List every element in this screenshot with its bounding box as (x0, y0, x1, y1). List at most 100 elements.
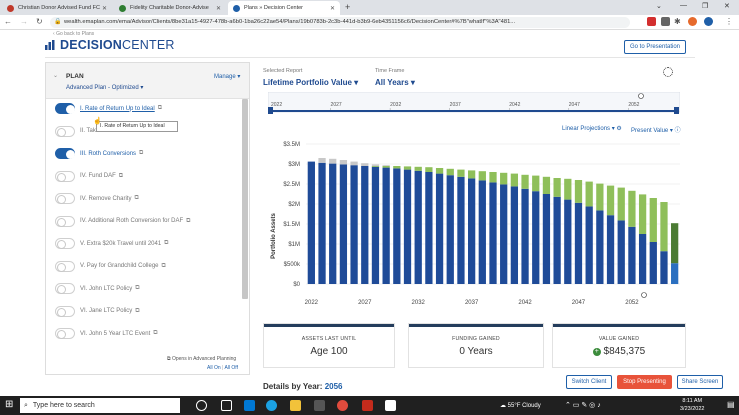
external-link-icon[interactable]: ⧉ (186, 217, 191, 224)
bar-extra[interactable] (339, 160, 348, 165)
external-link-icon[interactable]: ⧉ (135, 285, 140, 291)
bar-extra[interactable] (350, 161, 358, 166)
browser-tab[interactable]: Fidelity Charitable Donor-Advise ✕ (114, 1, 226, 15)
browser-tab[interactable]: Christian Donor Advised Fund FC ✕ (2, 1, 112, 15)
bar-gained[interactable] (521, 174, 529, 189)
all-on-link[interactable]: All On (207, 365, 221, 371)
external-link-icon[interactable]: ⧉ (157, 105, 163, 111)
app-icon[interactable] (385, 400, 396, 411)
puzzle-icon[interactable]: ✱ (674, 17, 681, 26)
tray-icons[interactable]: ⌃ ▭ ✎ ◎ ♪ (565, 402, 601, 409)
office-icon[interactable] (362, 400, 373, 411)
scenario-toggle[interactable] (55, 193, 75, 204)
scenario-row[interactable]: VI. John LTC Policy ⧉ (55, 283, 140, 294)
manage-dropdown[interactable]: Manage ▾ (214, 74, 241, 80)
bar-gained[interactable] (660, 202, 668, 252)
bar-gained[interactable] (393, 166, 401, 169)
switch-client-button[interactable]: Switch Client (566, 375, 612, 389)
bar-base[interactable] (361, 166, 369, 284)
edge-icon[interactable] (266, 400, 277, 411)
bar-extra[interactable] (382, 165, 390, 166)
bar-gained[interactable] (457, 169, 465, 177)
maximize-icon[interactable]: ❐ (702, 3, 709, 10)
scenario-label[interactable]: IV. Remove Charity (80, 195, 132, 202)
go-to-presentation-button[interactable]: Go to Presentation (624, 40, 686, 54)
url-field[interactable]: 🔒 wealth.emaplan.com/ema/Advisor/Clients… (50, 17, 630, 28)
bar-base[interactable] (414, 170, 422, 284)
scenario-label[interactable]: IV. Additional Roth Conversion for DAF (80, 218, 184, 224)
bar-base[interactable] (382, 167, 390, 284)
linear-projections-dropdown[interactable]: Linear Projections ▾ ⚙ (562, 126, 622, 132)
bar-base[interactable] (671, 263, 679, 284)
windows-start-icon[interactable]: ⊞ (5, 399, 14, 410)
scenario-row[interactable]: VI. Jane LTC Policy ⧉ (55, 305, 140, 317)
scenario-row[interactable]: III. Roth Conversions ⧉ (55, 148, 143, 159)
bar-base[interactable] (500, 184, 508, 284)
scenario-row[interactable]: IV. Fund DAF ⧉ (55, 170, 124, 182)
all-off-link[interactable]: All Off (224, 365, 238, 371)
bar-gained[interactable] (478, 171, 486, 181)
weather-widget[interactable]: ☁ 55°F Cloudy (500, 403, 541, 409)
profile-avatar-icon[interactable] (688, 17, 697, 26)
back-arrow-icon[interactable]: ← (4, 17, 12, 26)
menu-kebab-icon[interactable]: ⋮ (725, 17, 733, 26)
sidebar-scrollbar[interactable] (242, 99, 248, 299)
bar-gained[interactable] (638, 194, 647, 234)
bar-gained[interactable] (542, 176, 551, 194)
bar-base[interactable] (329, 163, 337, 284)
bar-base[interactable] (574, 202, 583, 284)
bar-base[interactable] (532, 191, 540, 284)
browser-tab-active[interactable]: Plans » Decision Center ✕ (228, 1, 340, 15)
plan-selector[interactable]: Advanced Plan - Optimized ▾ (66, 85, 144, 91)
bar-gained[interactable] (425, 167, 433, 172)
bar-gained[interactable] (489, 172, 497, 183)
bar-base[interactable] (318, 162, 326, 284)
scenario-toggle[interactable] (55, 305, 75, 317)
details-year[interactable]: 2056 (324, 382, 343, 391)
external-link-icon[interactable]: ⧉ (139, 150, 144, 156)
scenario-label[interactable]: IV. Fund DAF (80, 173, 116, 179)
bar-extra[interactable] (318, 158, 326, 163)
extension-icon[interactable] (647, 17, 656, 26)
chrome-icon[interactable] (337, 400, 348, 411)
external-link-icon[interactable]: ⧉ (161, 262, 166, 269)
bar-base[interactable] (425, 172, 433, 284)
scenario-toggle[interactable] (55, 283, 75, 294)
windows-app-icon[interactable] (244, 400, 255, 411)
bar-gained[interactable] (435, 168, 444, 174)
bar-gained[interactable] (403, 166, 412, 170)
bar-base[interactable] (628, 226, 636, 284)
reload-icon[interactable]: ↻ (36, 17, 43, 26)
scenario-row[interactable]: VI. John 5 Year LTC Event ⧉ (55, 328, 158, 339)
share-screen-button[interactable]: Share Screen (677, 375, 723, 389)
bar-gained[interactable] (671, 223, 679, 264)
bar-extra[interactable] (329, 158, 337, 164)
bar-gained[interactable] (628, 190, 636, 227)
bar-base[interactable] (542, 194, 551, 284)
scenario-toggle[interactable] (55, 148, 75, 159)
forward-arrow-icon[interactable]: → (20, 17, 28, 26)
new-tab-button[interactable]: + (345, 2, 351, 12)
taskbar-search-input[interactable]: ⌕ Type here to search (20, 398, 180, 413)
bar-base[interactable] (371, 166, 380, 284)
notification-icon[interactable]: ▤ (727, 400, 735, 409)
bar-gained[interactable] (564, 178, 572, 200)
bar-gained[interactable] (596, 183, 604, 211)
bar-base[interactable] (606, 215, 615, 284)
scenario-label[interactable]: III. Roth Conversions (80, 150, 137, 157)
bar-base[interactable] (510, 186, 519, 284)
bar-gained[interactable] (574, 180, 583, 203)
timeline-end-handle[interactable] (674, 107, 679, 114)
bar-base[interactable] (585, 206, 593, 284)
scenario-row[interactable]: V. Extra $20k Travel until 2041 ⧉ (55, 238, 168, 249)
external-link-icon[interactable]: ⧉ (135, 307, 140, 314)
scenario-label[interactable]: VI. John LTC Policy (80, 285, 133, 292)
external-link-icon[interactable]: ⧉ (118, 172, 124, 179)
bar-gained[interactable] (446, 168, 454, 176)
bar-base[interactable] (403, 169, 412, 284)
scenario-label[interactable]: V. Extra $20k Travel until 2041 (80, 240, 162, 247)
bar-extra[interactable] (371, 164, 380, 166)
bar-gained[interactable] (371, 166, 380, 167)
scenario-row[interactable]: V. Pay for Grandchild College ⧉ (55, 260, 166, 272)
external-link-icon[interactable]: ⧉ (153, 330, 158, 336)
